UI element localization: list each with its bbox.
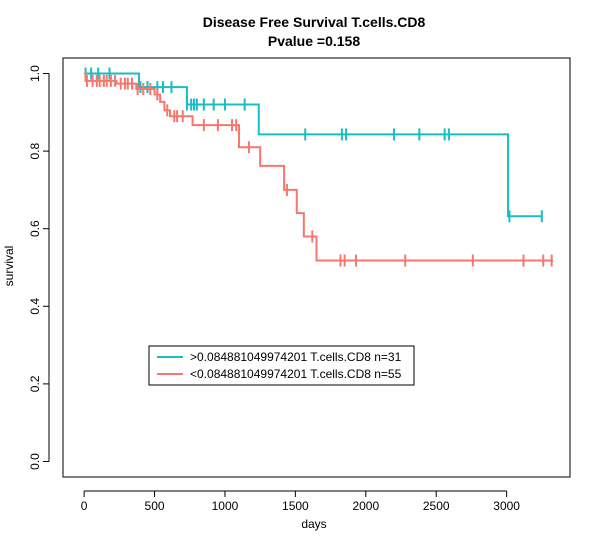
legend: >0.084881049974201 T.cells.CD8 n=31 <0.0… <box>148 345 415 386</box>
plot-frame <box>62 57 571 478</box>
survival-series-0 <box>84 67 543 223</box>
x-tick-label: 3000 <box>493 499 520 513</box>
x-tick-label: 500 <box>145 499 165 513</box>
x-axis-label: days <box>301 517 326 531</box>
y-tick-label: 0.8 <box>28 142 42 159</box>
axes-group: 0 500 1000 1500 2000 2500 3000 0.0 0.2 0.4 0.6 0.8 1… <box>28 57 571 513</box>
survival-curve-0 <box>84 72 542 218</box>
survival-series-1 <box>84 72 554 267</box>
legend-box <box>148 345 415 386</box>
y-tick-label: 0.4 <box>28 298 42 315</box>
series-layer <box>84 67 554 267</box>
x-tick-label: 2000 <box>352 499 379 513</box>
y-axis-label: survival <box>2 246 16 287</box>
y-tick-label: 0.2 <box>28 375 42 392</box>
y-tick-label: 1.0 <box>28 65 42 82</box>
y-tick-label: 0.0 <box>28 453 42 470</box>
x-tick-label: 1000 <box>212 499 239 513</box>
x-tick-label: 1500 <box>282 499 309 513</box>
legend-label-high: >0.084881049974201 T.cells.CD8 n=31 <box>190 350 402 364</box>
x-tick-label: 0 <box>81 499 88 513</box>
chart-subtitle: Pvalue =0.158 <box>268 33 360 49</box>
y-tick-label: 0.6 <box>28 220 42 237</box>
legend-label-low: <0.084881049974201 T.cells.CD8 n=55 <box>190 367 402 381</box>
chart-title: Disease Free Survival T.cells.CD8 <box>203 14 426 30</box>
x-tick-label: 2500 <box>423 499 450 513</box>
